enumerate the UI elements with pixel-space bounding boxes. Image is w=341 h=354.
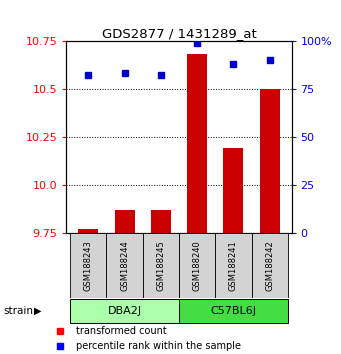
Title: GDS2877 / 1431289_at: GDS2877 / 1431289_at [102,27,256,40]
Bar [223,148,243,233]
Bar [260,89,280,233]
Bar [78,229,98,233]
FancyBboxPatch shape [70,299,179,324]
FancyBboxPatch shape [179,233,215,298]
Text: GSM188243: GSM188243 [84,240,93,291]
FancyBboxPatch shape [143,233,179,298]
Text: DBA2J: DBA2J [107,306,142,316]
FancyBboxPatch shape [70,233,106,298]
Text: C57BL6J: C57BL6J [210,306,256,316]
Bar [115,210,135,233]
FancyBboxPatch shape [252,233,288,298]
Text: GSM188244: GSM188244 [120,240,129,291]
Text: GSM188241: GSM188241 [229,240,238,291]
FancyBboxPatch shape [179,299,288,324]
Text: strain: strain [3,306,33,316]
Bar [187,54,207,233]
FancyBboxPatch shape [106,233,143,298]
Text: GSM188240: GSM188240 [193,240,202,291]
Text: percentile rank within the sample: percentile rank within the sample [76,342,240,352]
Bar [151,210,171,233]
Text: GSM188242: GSM188242 [265,240,274,291]
FancyBboxPatch shape [215,233,252,298]
Text: ▶: ▶ [34,306,41,316]
Text: GSM188245: GSM188245 [157,240,165,291]
Text: transformed count: transformed count [76,326,166,336]
